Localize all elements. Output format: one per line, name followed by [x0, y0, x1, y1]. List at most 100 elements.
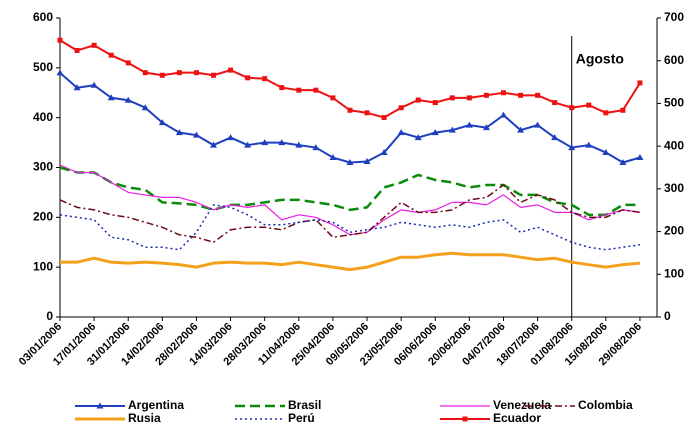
marker: [432, 100, 438, 106]
marker: [125, 60, 131, 66]
marker: [483, 92, 489, 98]
series-line: [59, 204, 641, 251]
series-line: [59, 72, 641, 164]
marker: [56, 69, 64, 76]
marker: [296, 87, 302, 93]
y-tick-label: 200: [33, 210, 53, 224]
marker: [313, 87, 319, 93]
marker: [585, 141, 593, 148]
marker: [330, 95, 336, 101]
series-line: [59, 39, 641, 119]
marker: [278, 139, 286, 146]
marker: [211, 72, 217, 78]
marker: [227, 134, 235, 141]
marker: [245, 75, 251, 81]
y-tick-label: 600: [33, 10, 53, 24]
y-tick-label: 0: [46, 309, 53, 323]
marker: [261, 139, 269, 146]
marker: [176, 70, 182, 76]
marker: [398, 105, 404, 111]
y2-tick-label: 700: [664, 10, 684, 24]
marker: [295, 141, 303, 148]
marker: [414, 134, 422, 141]
marker: [569, 105, 575, 111]
marker: [380, 149, 388, 156]
legend-label: Argentina: [128, 398, 184, 412]
marker: [499, 111, 507, 118]
legend-label: Perú: [288, 411, 315, 424]
marker: [431, 129, 439, 136]
marker: [465, 121, 473, 128]
marker: [279, 85, 285, 91]
marker: [535, 92, 541, 98]
marker: [620, 107, 626, 113]
y2-tick-label: 500: [664, 96, 684, 110]
legend-label: Rusia: [128, 411, 161, 424]
marker: [73, 84, 81, 91]
marker: [586, 102, 592, 108]
series-line: [59, 184, 641, 243]
marker: [159, 72, 165, 78]
marker: [158, 119, 166, 126]
marker: [603, 110, 609, 116]
marker: [74, 47, 80, 53]
series-line: [60, 251, 641, 272]
marker: [262, 76, 268, 82]
marker: [142, 70, 148, 76]
marker: [466, 95, 472, 101]
marker: [517, 126, 525, 133]
marker: [193, 70, 199, 76]
marker: [363, 158, 371, 165]
marker: [534, 121, 542, 128]
marker: [228, 67, 234, 73]
annotation: Agosto: [576, 51, 624, 67]
marker: [329, 154, 337, 161]
legend-label: Venezuela: [493, 398, 551, 412]
marker: [57, 37, 63, 43]
y2-tick-label: 200: [664, 224, 684, 238]
y-tick-label: 100: [33, 259, 53, 273]
marker: [364, 110, 370, 116]
marker: [568, 144, 576, 151]
legend-label: Ecuador: [493, 411, 541, 424]
marker: [636, 154, 644, 161]
marker: [551, 134, 559, 141]
marker: [91, 42, 97, 48]
marker: [518, 92, 524, 98]
y2-tick-label: 600: [664, 53, 684, 67]
y-tick-label: 300: [33, 160, 53, 174]
marker: [415, 97, 421, 103]
marker: [462, 416, 468, 422]
marker: [500, 90, 506, 96]
legend-label: Colombia: [578, 398, 633, 412]
marker: [108, 52, 114, 58]
marker: [124, 96, 132, 103]
marker: [141, 104, 149, 111]
marker: [96, 402, 104, 409]
marker: [482, 124, 490, 131]
marker: [448, 126, 456, 133]
marker: [552, 100, 558, 106]
marker: [449, 95, 455, 101]
marker: [619, 159, 627, 166]
marker: [244, 141, 252, 148]
marker: [210, 141, 218, 148]
marker: [107, 94, 115, 101]
y2-tick-label: 400: [664, 138, 684, 152]
marker: [381, 115, 387, 121]
legend-label: Brasil: [288, 398, 321, 412]
marker: [347, 107, 353, 113]
marker: [602, 149, 610, 156]
marker: [346, 159, 354, 166]
marker: [637, 80, 643, 86]
y2-tick-label: 0: [664, 309, 671, 323]
marker: [192, 131, 200, 138]
y-tick-label: 400: [33, 110, 53, 124]
marker: [90, 81, 98, 88]
y-tick-label: 500: [33, 60, 53, 74]
y2-tick-label: 100: [664, 266, 684, 280]
series-line: [59, 166, 640, 217]
marker: [312, 144, 320, 151]
marker: [175, 129, 183, 136]
